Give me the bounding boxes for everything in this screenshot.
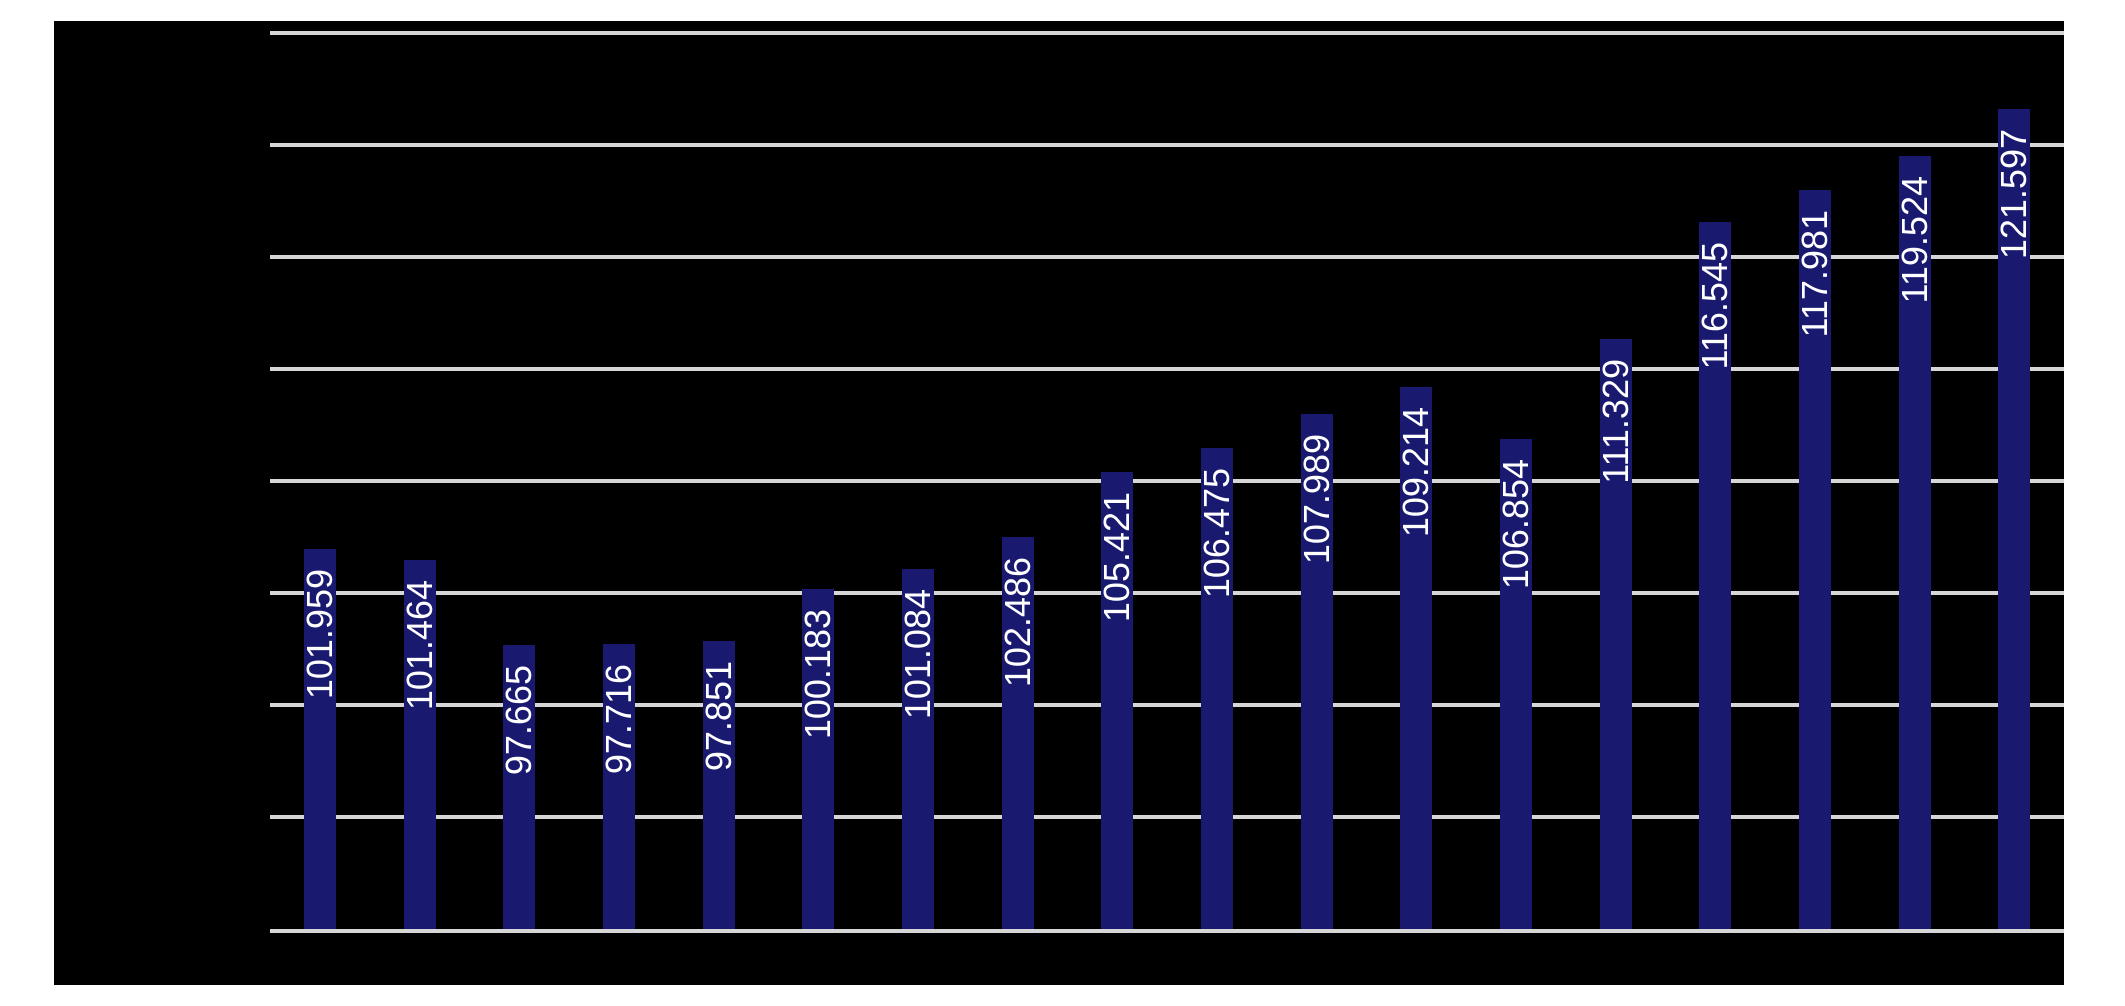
bar-value-label: 97.665 — [498, 665, 540, 776]
bar-value-label: 106.475 — [1195, 468, 1237, 599]
bar: 106.854 — [1494, 439, 1536, 929]
bar: 102.486 — [996, 537, 1038, 929]
bar-value-label: 106.854 — [1494, 459, 1536, 590]
bar-value-label: 116.545 — [1694, 242, 1736, 370]
gridline — [270, 31, 2064, 35]
bar-chart-canvas: 101.959 101.464 97.665 97.716 97.851 100.183 1… — [54, 21, 2064, 985]
bar: 97.851 — [697, 641, 739, 929]
gridline — [270, 143, 2064, 147]
bar: 101.084 — [896, 569, 938, 929]
gridline — [270, 591, 2064, 595]
bar: 117.981 — [1793, 190, 1835, 929]
bar-value-label: 111.329 — [1594, 359, 1636, 484]
bar-value-label: 119.524 — [1893, 176, 1935, 304]
bar-value-label: 107.989 — [1295, 434, 1337, 565]
bar-value-label: 97.851 — [697, 661, 739, 772]
bar-value-label: 105.421 — [1096, 492, 1138, 623]
bar-value-label: 100.183 — [797, 609, 839, 740]
bar: 97.665 — [498, 645, 540, 929]
bar: 121.597 — [1993, 109, 2035, 929]
bar: 101.464 — [398, 560, 440, 929]
gridline — [270, 815, 2064, 819]
bar: 107.989 — [1295, 414, 1337, 929]
bar: 100.183 — [797, 589, 839, 929]
bar: 101.959 — [298, 549, 340, 929]
bar-value-label: 101.464 — [398, 580, 440, 711]
bar: 106.475 — [1195, 448, 1237, 929]
bar-value-label: 117.981 — [1793, 210, 1835, 338]
gridline — [270, 929, 2064, 933]
bar-value-label: 97.716 — [597, 664, 639, 775]
gridline — [270, 479, 2064, 483]
bar-value-label: 101.959 — [298, 569, 340, 700]
bar-value-label: 101.084 — [896, 589, 938, 720]
bar-value-label: 121.597 — [1993, 129, 2035, 260]
bar-value-label: 109.214 — [1395, 407, 1437, 538]
gridline — [270, 367, 2064, 371]
plot-area: 101.959 101.464 97.665 97.716 97.851 100.183 1… — [270, 31, 2064, 933]
bar: 116.545 — [1694, 222, 1736, 929]
bar: 97.716 — [597, 644, 639, 929]
bar: 119.524 — [1893, 156, 1935, 929]
bar-value-label: 102.486 — [996, 557, 1038, 688]
gridline — [270, 255, 2064, 259]
bar: 105.421 — [1096, 472, 1138, 929]
bar: 111.329 — [1594, 339, 1636, 929]
gridline — [270, 703, 2064, 707]
bar: 109.214 — [1395, 387, 1437, 929]
